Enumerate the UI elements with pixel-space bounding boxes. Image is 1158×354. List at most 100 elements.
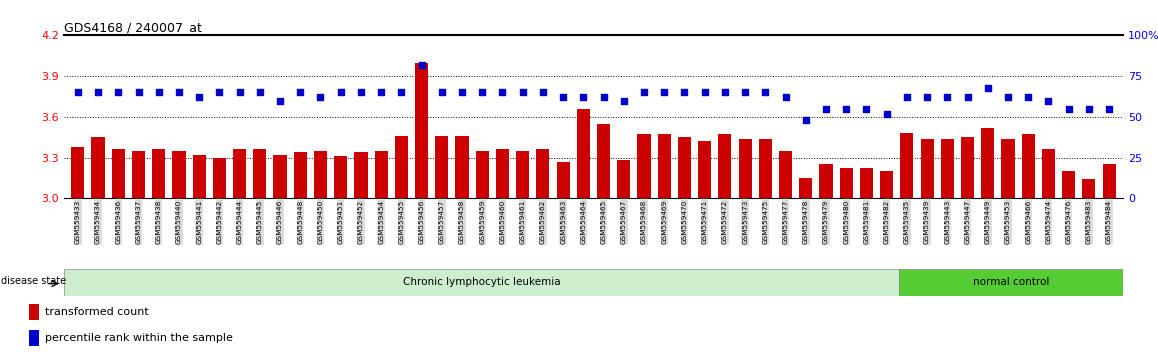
Bar — [961, 137, 974, 198]
Bar — [496, 149, 510, 198]
Point — [472, 90, 491, 95]
Bar — [940, 138, 954, 198]
Text: GSM559480: GSM559480 — [843, 200, 849, 244]
Point — [635, 90, 653, 95]
Bar — [577, 109, 589, 198]
Text: GSM559447: GSM559447 — [965, 200, 970, 244]
Text: GSM559434: GSM559434 — [95, 200, 101, 244]
Bar — [354, 152, 367, 198]
Point — [68, 90, 87, 95]
Text: GSM559476: GSM559476 — [1065, 200, 1071, 244]
Text: GSM559439: GSM559439 — [924, 200, 930, 244]
Point — [574, 95, 593, 100]
Text: GSM559472: GSM559472 — [721, 200, 728, 244]
Bar — [557, 162, 570, 198]
Text: GSM559461: GSM559461 — [520, 200, 526, 244]
Bar — [981, 128, 995, 198]
Point — [1019, 95, 1038, 100]
Point — [857, 106, 875, 112]
Bar — [132, 151, 145, 198]
Bar — [658, 135, 670, 198]
Text: GSM559470: GSM559470 — [681, 200, 688, 244]
Point — [696, 90, 714, 95]
Bar — [294, 152, 307, 198]
Point — [190, 95, 208, 100]
Text: GSM559478: GSM559478 — [802, 200, 808, 244]
Point — [1039, 98, 1057, 103]
Point — [716, 90, 734, 95]
Text: GSM559438: GSM559438 — [155, 200, 162, 244]
Bar — [880, 171, 893, 198]
Bar — [314, 151, 327, 198]
Text: GSM559435: GSM559435 — [904, 200, 910, 244]
Bar — [1102, 164, 1115, 198]
Bar — [1083, 179, 1095, 198]
Point — [878, 111, 896, 116]
Text: GSM559464: GSM559464 — [580, 200, 586, 244]
Point — [1060, 106, 1078, 112]
Bar — [1042, 149, 1055, 198]
Text: GSM559471: GSM559471 — [702, 200, 708, 244]
Bar — [192, 155, 206, 198]
Bar — [64, 269, 899, 296]
Bar — [72, 147, 85, 198]
Bar — [758, 138, 772, 198]
Text: GSM559468: GSM559468 — [642, 200, 647, 244]
Text: GSM559442: GSM559442 — [217, 200, 222, 244]
Text: GSM559436: GSM559436 — [116, 200, 122, 244]
Text: GSM559463: GSM559463 — [560, 200, 566, 244]
Bar — [91, 137, 104, 198]
Text: GSM559466: GSM559466 — [1025, 200, 1032, 244]
Point — [513, 90, 532, 95]
Text: GSM559456: GSM559456 — [418, 200, 425, 244]
Text: disease state: disease state — [1, 276, 66, 286]
Point — [250, 90, 269, 95]
Bar — [698, 141, 711, 198]
Text: GSM559433: GSM559433 — [75, 200, 81, 244]
Text: GSM559449: GSM559449 — [984, 200, 991, 244]
Bar — [273, 155, 287, 198]
Text: GSM559450: GSM559450 — [317, 200, 323, 244]
Point — [959, 95, 977, 100]
Point — [776, 95, 794, 100]
Bar — [476, 151, 489, 198]
Point — [271, 98, 290, 103]
Point — [149, 90, 168, 95]
Text: GSM559481: GSM559481 — [864, 200, 870, 244]
Point — [655, 90, 674, 95]
Point — [554, 95, 572, 100]
Bar — [779, 151, 792, 198]
Text: percentile rank within the sample: percentile rank within the sample — [45, 332, 233, 343]
Text: GSM559475: GSM559475 — [762, 200, 769, 244]
Text: GSM559443: GSM559443 — [944, 200, 951, 244]
Point — [291, 90, 309, 95]
Bar — [536, 149, 550, 198]
Point — [433, 90, 452, 95]
Point — [797, 117, 815, 123]
Point — [412, 62, 431, 68]
Text: GSM559453: GSM559453 — [1005, 200, 1011, 244]
Bar — [860, 169, 873, 198]
Point — [331, 90, 350, 95]
Text: GSM559455: GSM559455 — [398, 200, 404, 244]
Point — [493, 90, 512, 95]
Point — [170, 90, 189, 95]
Bar — [254, 149, 266, 198]
Bar — [899, 269, 1123, 296]
Point — [312, 95, 330, 100]
Text: GSM559446: GSM559446 — [277, 200, 283, 244]
Bar — [335, 156, 347, 198]
Point — [534, 90, 552, 95]
Text: GSM559441: GSM559441 — [196, 200, 203, 244]
Bar — [395, 136, 408, 198]
Bar — [1021, 135, 1035, 198]
Text: GSM559473: GSM559473 — [742, 200, 748, 244]
Bar — [29, 330, 39, 346]
Point — [979, 85, 997, 90]
Text: GSM559452: GSM559452 — [358, 200, 364, 244]
Point — [918, 95, 937, 100]
Point — [735, 90, 754, 95]
Point — [998, 95, 1017, 100]
Text: GSM559483: GSM559483 — [1086, 200, 1092, 244]
Bar — [637, 135, 651, 198]
